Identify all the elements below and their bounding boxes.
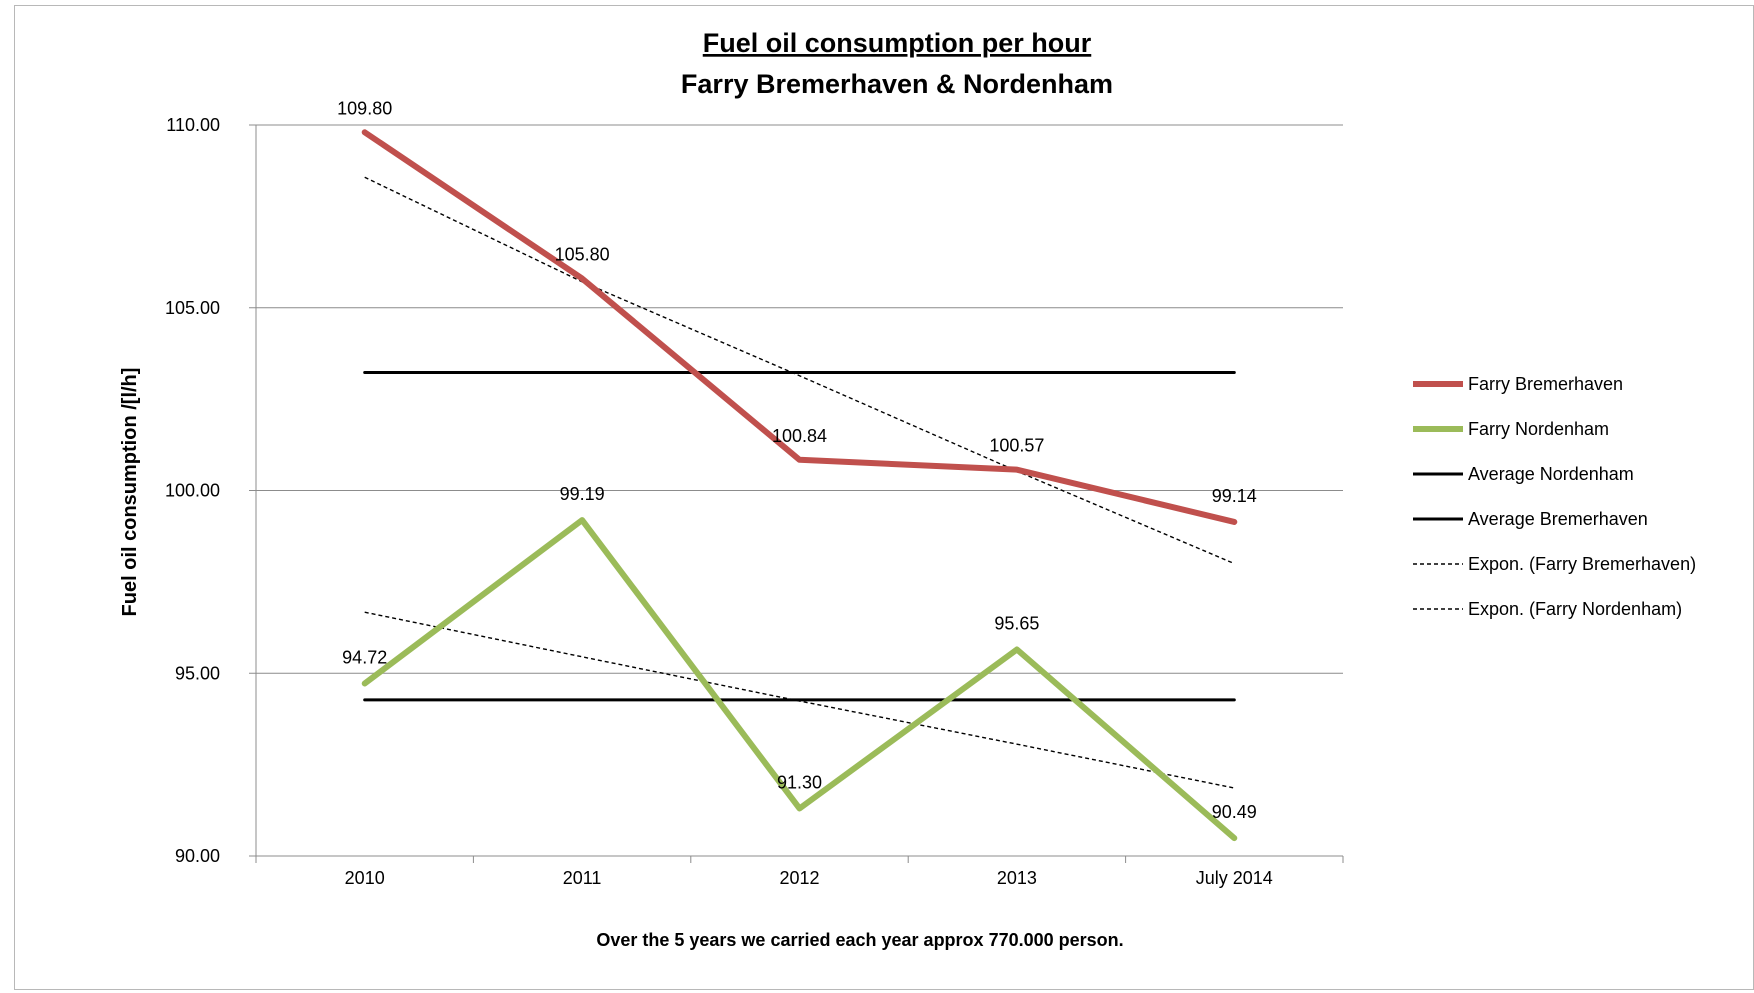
chart-frame [14, 5, 1754, 990]
chart-subtitle: Farry Bremerhaven & Nordenham [681, 69, 1113, 99]
data-label: 100.57 [989, 436, 1044, 456]
data-label: 90.49 [1212, 802, 1257, 822]
data-label: 95.65 [994, 613, 1039, 633]
legend-label: Expon. (Farry Nordenham) [1468, 599, 1682, 619]
series-line-farry-nordenham [361, 517, 1238, 842]
data-label: 100.84 [772, 426, 827, 446]
y-axis-label: Fuel oil consumption /[l/h] [119, 368, 141, 617]
y-tick-label: 100.00 [165, 481, 220, 501]
data-label: 94.72 [342, 647, 387, 667]
data-label: 99.19 [560, 484, 605, 504]
y-tick-label: 105.00 [165, 298, 220, 318]
series-line-farry-bremerhaven [361, 129, 1238, 525]
y-tick-label: 95.00 [175, 663, 220, 683]
series-line-expon-farry-bremerhaven [364, 176, 1235, 565]
x-tick-label: July 2014 [1196, 868, 1273, 888]
x-axis-note: Over the 5 years we carried each year ap… [596, 930, 1123, 950]
x-tick-label: 2013 [997, 868, 1037, 888]
x-tick-label: 2010 [345, 868, 385, 888]
legend-label: Average Nordenham [1468, 464, 1634, 484]
x-tick-label: 2012 [779, 868, 819, 888]
legend-label: Expon. (Farry Bremerhaven) [1468, 554, 1696, 574]
data-label: 91.30 [777, 772, 822, 792]
data-label: 99.14 [1212, 486, 1257, 506]
x-tick-label: 2011 [563, 868, 602, 888]
data-label: 105.80 [555, 245, 610, 265]
legend-label: Average Bremerhaven [1468, 509, 1648, 529]
legend-label: Farry Nordenham [1468, 419, 1609, 439]
chart-title: Fuel oil consumption per hour [703, 28, 1092, 58]
y-tick-label: 90.00 [175, 846, 220, 866]
y-tick-label: 110.00 [166, 115, 220, 135]
data-label: 109.80 [337, 98, 392, 118]
legend-label: Farry Bremerhaven [1468, 374, 1623, 394]
